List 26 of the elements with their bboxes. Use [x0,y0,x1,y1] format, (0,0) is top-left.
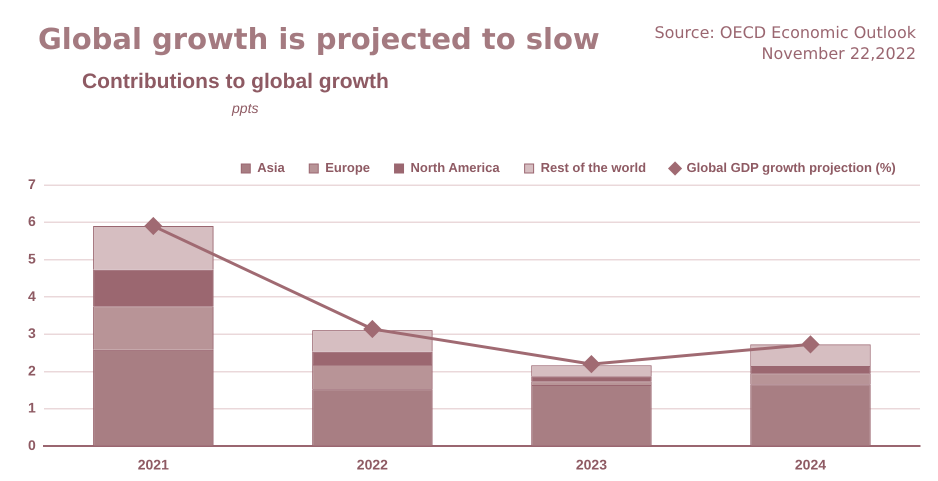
legend-label: Asia [257,160,286,176]
legend-label: Global GDP growth projection (%) [686,160,896,176]
y-tick-label: 1 [28,400,36,416]
y-tick-label: 7 [28,176,36,192]
point [802,336,819,353]
legend-label: Rest of the world [540,160,646,176]
legend-label: Europe [325,160,370,176]
y-tick-label: 6 [28,213,36,230]
x-tick-label: 2024 [794,456,826,472]
point [582,356,600,373]
chart-subtitle: Contributions to global growth [82,70,389,94]
y-tick-label: 3 [28,325,36,342]
y-tick-label: 0 [28,437,36,454]
text: November 22,2022 [760,43,916,64]
y-tick-label: 5 [28,250,36,266]
point [364,320,381,338]
x-tick-label: 2021 [138,456,170,472]
y-tick-label: 2 [28,362,36,378]
y-tick-label: 4 [28,288,36,304]
x-tick-label: 2022 [356,456,388,472]
text: ppts [232,100,258,116]
point [144,218,162,235]
source-note: Source: OECD Economic Outlook [654,22,916,43]
legend-label: North America [410,160,500,176]
x-tick-label: 2023 [576,456,608,472]
chart-title: Global growth is projected to slow [38,22,600,56]
